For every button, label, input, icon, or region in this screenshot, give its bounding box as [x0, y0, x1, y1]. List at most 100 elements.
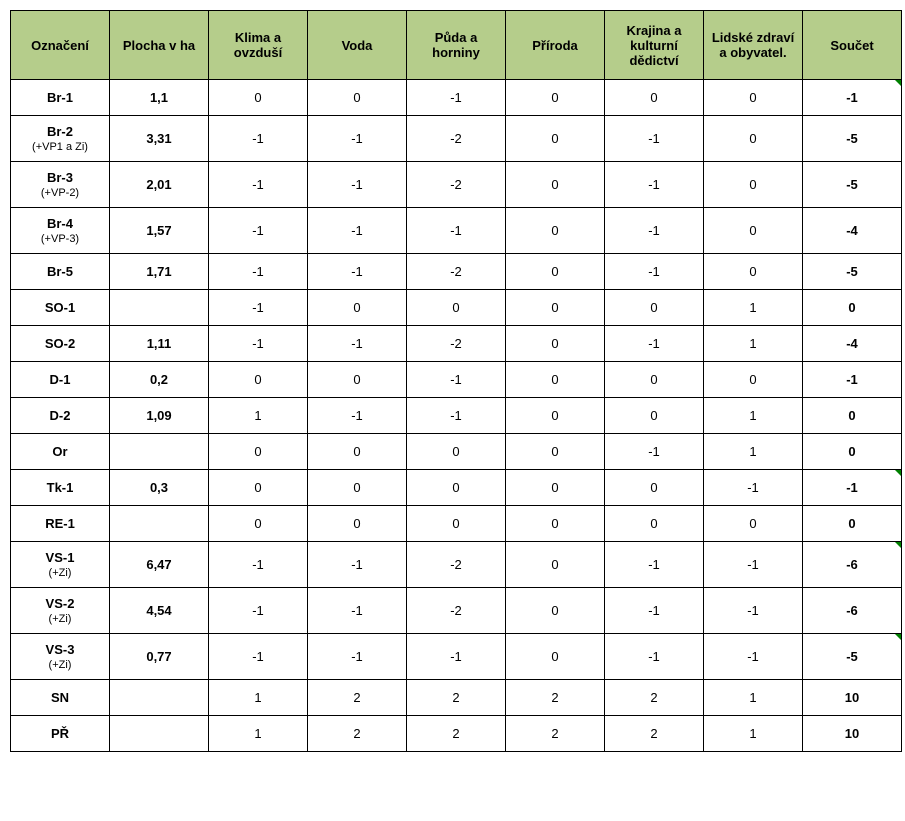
- row-label: D-1: [11, 362, 110, 398]
- row-value: 0: [209, 362, 308, 398]
- row-value: 1: [704, 290, 803, 326]
- row-value: 1: [704, 680, 803, 716]
- row-value: 0: [605, 470, 704, 506]
- row-value: 1: [209, 398, 308, 434]
- row-value: -1: [209, 588, 308, 634]
- row-value: -2: [407, 542, 506, 588]
- row-value: -1: [209, 542, 308, 588]
- row-value: 0: [704, 362, 803, 398]
- row-label: Br-5: [11, 254, 110, 290]
- row-plocha: 4,54: [110, 588, 209, 634]
- col-plocha: Plocha v ha: [110, 11, 209, 80]
- row-label: VS-3(+Zi): [11, 634, 110, 680]
- row-value: 0: [308, 80, 407, 116]
- row-value: 0: [308, 506, 407, 542]
- row-sum: 0: [803, 290, 902, 326]
- row-sum: -5: [803, 162, 902, 208]
- row-value: 2: [506, 716, 605, 752]
- row-value: 0: [704, 162, 803, 208]
- row-plocha: 0,2: [110, 362, 209, 398]
- row-value: 0: [506, 208, 605, 254]
- row-value: 0: [506, 162, 605, 208]
- col-voda: Voda: [308, 11, 407, 80]
- row-value: 0: [308, 470, 407, 506]
- row-value: -1: [407, 634, 506, 680]
- row-plocha: 1,57: [110, 208, 209, 254]
- row-label-sub: (+Zi): [15, 567, 105, 579]
- row-label-main: SO-1: [45, 300, 75, 315]
- row-label-main: Br-3: [47, 170, 73, 185]
- row-label-sub: (+VP-2): [15, 187, 105, 199]
- row-value: -1: [209, 634, 308, 680]
- row-value: 1: [209, 680, 308, 716]
- row-label-sub: (+Zi): [15, 659, 105, 671]
- row-value: 0: [506, 470, 605, 506]
- table-row: VS-1(+Zi)6,47-1-1-20-1-1-6: [11, 542, 902, 588]
- row-value: 0: [308, 290, 407, 326]
- row-label-main: PŘ: [51, 726, 69, 741]
- row-value: -1: [308, 162, 407, 208]
- row-label-main: VS-2: [46, 596, 75, 611]
- row-sum: -1: [803, 80, 902, 116]
- row-value: 0: [407, 290, 506, 326]
- row-value: -1: [308, 326, 407, 362]
- table-row: PŘ12222110: [11, 716, 902, 752]
- row-sum: -4: [803, 326, 902, 362]
- row-value: -1: [308, 254, 407, 290]
- row-sum: 0: [803, 434, 902, 470]
- table-row: Br-51,71-1-1-20-10-5: [11, 254, 902, 290]
- row-label-main: Br-4: [47, 216, 73, 231]
- row-value: 0: [704, 80, 803, 116]
- row-value: -1: [407, 362, 506, 398]
- assessment-table: Označení Plocha v ha Klima a ovzduší Vod…: [10, 10, 902, 752]
- row-value: -2: [407, 326, 506, 362]
- row-label-main: Br-5: [47, 264, 73, 279]
- table-row: D-10,200-1000-1: [11, 362, 902, 398]
- row-plocha: [110, 506, 209, 542]
- row-value: 0: [605, 506, 704, 542]
- row-label-main: VS-1: [46, 550, 75, 565]
- row-label-main: SO-2: [45, 336, 75, 351]
- row-value: 0: [506, 542, 605, 588]
- row-value: -1: [704, 588, 803, 634]
- table-row: Br-3(+VP-2)2,01-1-1-20-10-5: [11, 162, 902, 208]
- row-value: -1: [605, 116, 704, 162]
- row-sum: -6: [803, 542, 902, 588]
- row-value: 0: [605, 290, 704, 326]
- row-label-main: SN: [51, 690, 69, 705]
- row-label: PŘ: [11, 716, 110, 752]
- row-value: 0: [407, 506, 506, 542]
- row-value: 0: [506, 290, 605, 326]
- row-label-main: D-2: [50, 408, 71, 423]
- row-value: 0: [605, 362, 704, 398]
- col-oznaceni: Označení: [11, 11, 110, 80]
- row-value: 0: [209, 80, 308, 116]
- row-value: -1: [605, 588, 704, 634]
- col-puda: Půda a horniny: [407, 11, 506, 80]
- row-value: -1: [605, 162, 704, 208]
- col-zdravi: Lidské zdraví a obyvatel.: [704, 11, 803, 80]
- row-value: 0: [704, 116, 803, 162]
- row-label: Br-4(+VP-3): [11, 208, 110, 254]
- row-value: 0: [209, 470, 308, 506]
- row-value: 0: [605, 398, 704, 434]
- row-value: -1: [308, 588, 407, 634]
- row-sum: 10: [803, 716, 902, 752]
- row-sum: -1: [803, 362, 902, 398]
- row-plocha: 3,31: [110, 116, 209, 162]
- row-value: -1: [605, 208, 704, 254]
- table-row: D-21,091-1-10010: [11, 398, 902, 434]
- row-label: SO-2: [11, 326, 110, 362]
- row-label: VS-2(+Zi): [11, 588, 110, 634]
- row-value: 0: [506, 506, 605, 542]
- table-row: VS-3(+Zi)0,77-1-1-10-1-1-5: [11, 634, 902, 680]
- row-sum: 0: [803, 398, 902, 434]
- table-row: RE-10000000: [11, 506, 902, 542]
- row-value: 2: [308, 716, 407, 752]
- row-value: -1: [407, 208, 506, 254]
- row-label: SN: [11, 680, 110, 716]
- table-row: SN12222110: [11, 680, 902, 716]
- row-value: -1: [308, 542, 407, 588]
- table-row: Or0000-110: [11, 434, 902, 470]
- row-value: -1: [209, 254, 308, 290]
